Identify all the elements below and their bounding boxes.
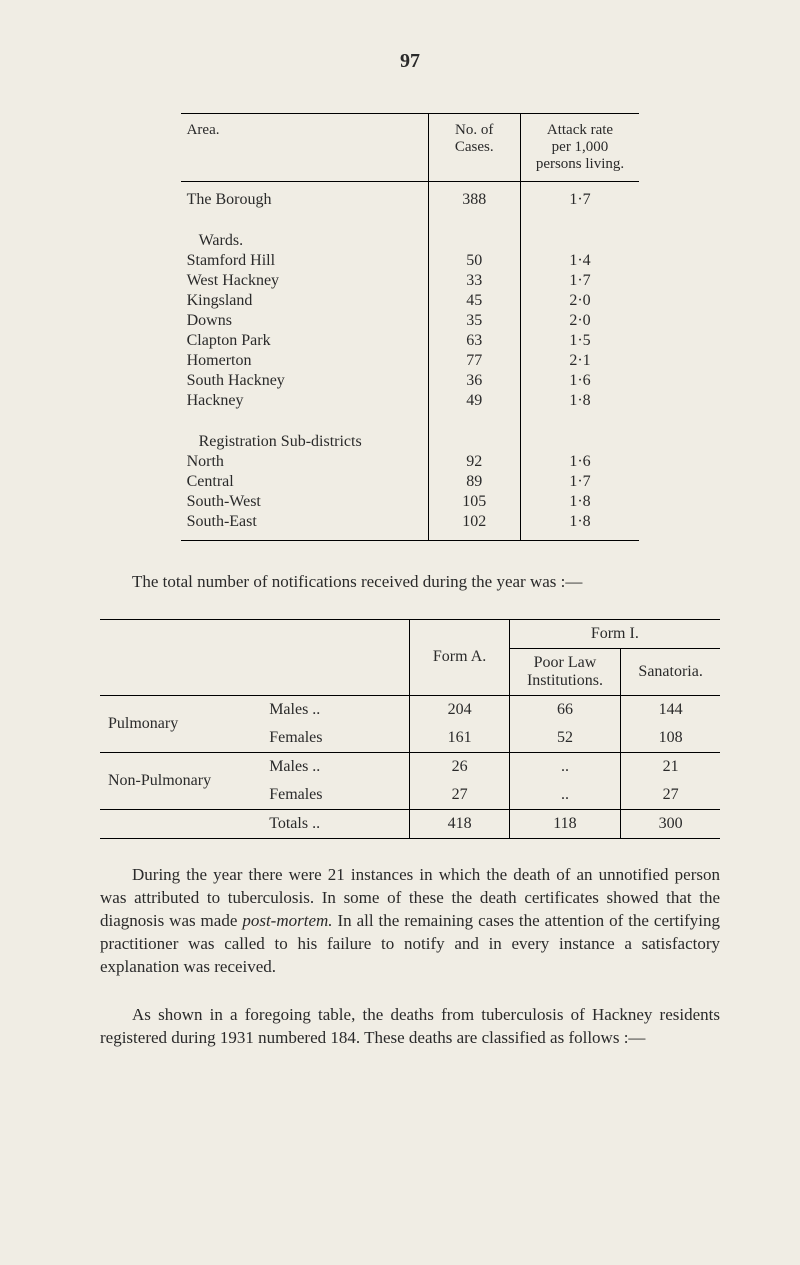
row-sub: Males .. bbox=[261, 752, 410, 781]
hdr-form-i: Form I. bbox=[509, 619, 720, 648]
body-paragraph-1: During the year there were 21 instances … bbox=[100, 864, 720, 979]
ward-row-rate: 2·0 bbox=[520, 311, 639, 331]
row-val-c: 144 bbox=[621, 695, 720, 724]
totals-b: 118 bbox=[509, 809, 621, 838]
ward-row-cases: 36 bbox=[428, 371, 520, 391]
hdr-rate: Attack rate per 1,000 persons living. bbox=[520, 114, 639, 182]
hdr-poor-law: Poor Law Institutions. bbox=[509, 648, 621, 695]
reg-row-rate: 1·8 bbox=[520, 492, 639, 512]
row-val-a: 26 bbox=[410, 752, 509, 781]
totals-label: Totals .. bbox=[261, 809, 410, 838]
ward-row-rate: 1·7 bbox=[520, 271, 639, 291]
group-non-pulmonary: Non-Pulmonary bbox=[100, 752, 261, 809]
wards-heading: Wards. bbox=[181, 222, 429, 251]
ward-row-rate: 1·6 bbox=[520, 371, 639, 391]
ward-row-label: Hackney bbox=[181, 391, 429, 411]
row-val-b: 52 bbox=[509, 724, 621, 753]
ward-row-label: Clapton Park bbox=[181, 331, 429, 351]
ward-row-rate: 2·0 bbox=[520, 291, 639, 311]
row-sub: Females bbox=[261, 781, 410, 810]
ward-row-label: Homerton bbox=[181, 351, 429, 371]
row-sub: Females bbox=[261, 724, 410, 753]
notifications-table: Form A. Form I. Poor Law Institutions. S… bbox=[100, 619, 720, 839]
reg-row-rate: 1·8 bbox=[520, 512, 639, 532]
ward-row-cases: 45 bbox=[428, 291, 520, 311]
ward-row-rate: 1·8 bbox=[520, 391, 639, 411]
reg-row-rate: 1·6 bbox=[520, 452, 639, 472]
ward-row-cases: 63 bbox=[428, 331, 520, 351]
ward-row-label: West Hackney bbox=[181, 271, 429, 291]
row-borough-label: The Borough bbox=[181, 190, 429, 210]
row-val-b: 66 bbox=[509, 695, 621, 724]
ward-row-label: South Hackney bbox=[181, 371, 429, 391]
group-pulmonary: Pulmonary bbox=[100, 695, 261, 752]
post-mortem-italic: post-mortem. bbox=[242, 911, 332, 930]
area-cases-table: Area. No. of Cases. Attack rate per 1,00… bbox=[181, 113, 640, 541]
ward-row-label: Downs bbox=[181, 311, 429, 331]
ward-row-cases: 50 bbox=[428, 251, 520, 271]
reg-row-cases: 105 bbox=[428, 492, 520, 512]
ward-row-rate: 2·1 bbox=[520, 351, 639, 371]
row-sub: Males .. bbox=[261, 695, 410, 724]
reg-row-rate: 1·7 bbox=[520, 472, 639, 492]
hdr-area: Area. bbox=[181, 114, 429, 182]
page-number: 97 bbox=[100, 50, 720, 73]
ward-row-cases: 35 bbox=[428, 311, 520, 331]
reg-row-label: North bbox=[181, 452, 429, 472]
row-borough-rate: 1·7 bbox=[520, 190, 639, 210]
hdr-form-a: Form A. bbox=[410, 619, 509, 695]
reg-row-label: Central bbox=[181, 472, 429, 492]
reg-row-label: South-West bbox=[181, 492, 429, 512]
row-borough-cases: 388 bbox=[428, 190, 520, 210]
ward-row-cases: 49 bbox=[428, 391, 520, 411]
row-val-c: 21 bbox=[621, 752, 720, 781]
row-val-b: .. bbox=[509, 752, 621, 781]
totals-a: 418 bbox=[410, 809, 509, 838]
hdr-cases: No. of Cases. bbox=[428, 114, 520, 182]
ward-row-rate: 1·4 bbox=[520, 251, 639, 271]
body-paragraph-2: As shown in a foregoing table, the death… bbox=[100, 1004, 720, 1050]
row-val-a: 161 bbox=[410, 724, 509, 753]
reg-row-cases: 89 bbox=[428, 472, 520, 492]
ward-row-rate: 1·5 bbox=[520, 331, 639, 351]
notification-paragraph: The total number of notifications receiv… bbox=[100, 571, 720, 594]
hdr-sanatoria: Sanatoria. bbox=[621, 648, 720, 695]
totals-c: 300 bbox=[621, 809, 720, 838]
ward-row-cases: 33 bbox=[428, 271, 520, 291]
row-val-b: .. bbox=[509, 781, 621, 810]
ward-row-label: Stamford Hill bbox=[181, 251, 429, 271]
ward-row-cases: 77 bbox=[428, 351, 520, 371]
reg-row-cases: 102 bbox=[428, 512, 520, 532]
row-val-a: 27 bbox=[410, 781, 509, 810]
row-val-a: 204 bbox=[410, 695, 509, 724]
ward-row-label: Kingsland bbox=[181, 291, 429, 311]
row-val-c: 108 bbox=[621, 724, 720, 753]
registration-heading: Registration Sub-districts bbox=[181, 423, 429, 452]
row-val-c: 27 bbox=[621, 781, 720, 810]
reg-row-label: South-East bbox=[181, 512, 429, 532]
reg-row-cases: 92 bbox=[428, 452, 520, 472]
